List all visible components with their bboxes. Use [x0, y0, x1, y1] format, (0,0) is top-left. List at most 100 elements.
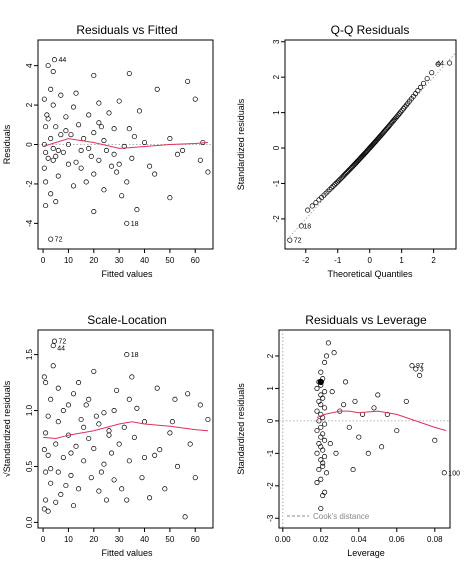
data-point — [43, 203, 49, 209]
data-point — [73, 159, 79, 165]
data-point — [320, 431, 326, 437]
data-point — [68, 472, 74, 478]
point-label: 18 — [131, 352, 139, 359]
data-point — [53, 499, 59, 505]
point-label: 97 — [416, 363, 424, 370]
data-point — [333, 450, 339, 456]
data-point — [352, 398, 358, 404]
data-point — [384, 411, 390, 417]
data-point — [320, 447, 326, 453]
y-tick-label: 4 — [25, 63, 34, 68]
data-point — [96, 157, 102, 163]
plot-frame — [284, 39, 457, 250]
y-tick-label: 0 — [25, 142, 34, 147]
data-point — [73, 90, 79, 96]
x-tick-label: 0 — [41, 535, 46, 544]
data-point — [41, 165, 47, 171]
data-point — [327, 186, 333, 193]
data-point — [44, 112, 50, 118]
data-point — [43, 430, 49, 436]
data-point — [129, 155, 135, 161]
data-point — [134, 405, 140, 411]
data-point — [88, 475, 94, 481]
data-point — [43, 149, 49, 155]
data-point — [70, 183, 77, 189]
data-point — [197, 157, 203, 163]
y-tick-label: 2 — [25, 102, 34, 107]
data-point — [334, 179, 340, 185]
data-point-highlighted — [317, 378, 324, 386]
smooth-fit-line — [43, 421, 208, 440]
x-tick-label: 2 — [431, 256, 436, 265]
y-tick-label: 1.5 — [25, 349, 34, 361]
data-point — [180, 147, 186, 153]
data-point — [305, 207, 311, 213]
data-point — [91, 368, 97, 374]
x-tick-label: 10 — [64, 256, 73, 265]
data-point — [114, 169, 120, 175]
data-point — [50, 145, 56, 151]
data-point — [147, 163, 153, 169]
y-tick-label: 0.0 — [25, 516, 34, 528]
data-point — [98, 124, 104, 130]
y-tick-label: 2 — [272, 74, 281, 79]
data-point — [51, 338, 58, 344]
data-point — [316, 441, 322, 447]
data-point — [101, 138, 107, 144]
data-point — [356, 157, 362, 163]
data-point — [197, 402, 203, 408]
data-point — [413, 366, 419, 372]
x-tick-label: 30 — [115, 256, 124, 265]
data-point — [109, 450, 115, 456]
y-tick-label: 0 — [272, 145, 281, 150]
qq-reference-line — [284, 52, 457, 243]
data-point — [106, 110, 112, 116]
data-point — [192, 475, 198, 481]
data-point — [320, 395, 326, 401]
data-point — [96, 120, 102, 126]
data-point — [81, 424, 87, 430]
data-point — [45, 155, 51, 161]
data-point — [41, 447, 47, 453]
data-point — [126, 458, 132, 464]
data-point — [154, 385, 160, 391]
data-point — [63, 114, 69, 120]
data-point — [342, 379, 349, 385]
data-point — [314, 385, 320, 391]
data-point — [350, 467, 356, 473]
data-point — [96, 100, 102, 106]
data-point — [53, 199, 59, 205]
chart-title: Residuals vs Fitted — [76, 23, 177, 37]
data-point — [50, 102, 56, 108]
chart-title: Q-Q Residuals — [331, 23, 410, 37]
data-point — [63, 482, 69, 489]
x-tick-label: 0.04 — [351, 535, 367, 544]
data-point — [43, 380, 49, 386]
data-point — [316, 197, 322, 203]
data-point — [86, 396, 92, 402]
data-point — [50, 363, 56, 369]
data-point — [325, 188, 331, 194]
point-label: 18 — [131, 221, 139, 228]
data-point — [314, 408, 320, 414]
y-tick-label: -1 — [272, 179, 281, 187]
x-tick-label: 40 — [140, 256, 149, 265]
data-point — [320, 492, 326, 499]
data-point — [169, 419, 175, 425]
y-tick-label: 1 — [272, 110, 281, 115]
point-label: 72 — [294, 238, 302, 245]
data-point — [111, 151, 117, 157]
y-tick-label: -2 — [25, 180, 34, 188]
data-point — [83, 402, 89, 408]
data-point — [76, 122, 82, 128]
data-point — [53, 441, 59, 447]
x-axis-label: Fitted values — [101, 548, 153, 558]
x-tick-label: 60 — [191, 535, 200, 544]
y-tick-label: -4 — [25, 219, 34, 227]
data-point — [298, 223, 304, 229]
data-point — [111, 407, 117, 414]
x-tick-label: 10 — [64, 535, 73, 544]
data-point — [48, 191, 54, 197]
data-point — [126, 70, 132, 77]
